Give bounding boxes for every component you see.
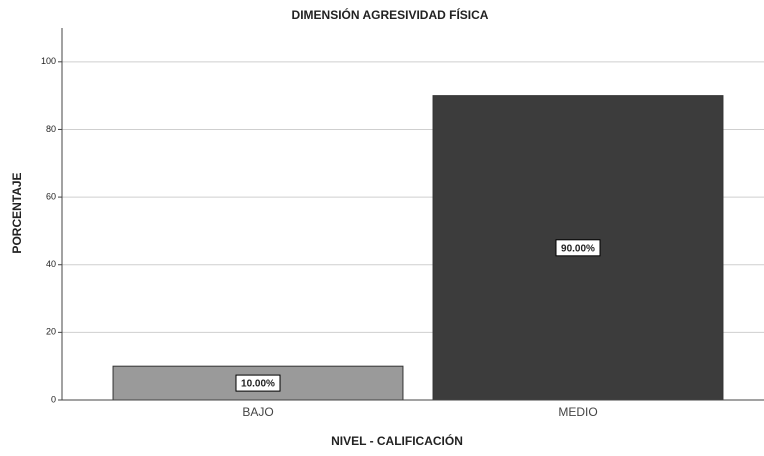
chart-title: DIMENSIÓN AGRESIVIDAD FÍSICA (292, 7, 489, 22)
x-axis-label: NIVEL - CALIFICACIÓN (331, 433, 463, 448)
y-tick-label: 20 (46, 327, 56, 337)
data-label: 90.00% (561, 243, 595, 254)
data-label: 10.00% (241, 379, 275, 390)
data-label-box (555, 239, 601, 257)
y-tick-label: 40 (46, 259, 56, 269)
x-tick-label: BAJO (242, 405, 273, 419)
y-axis-label: PORCENTAJE (10, 172, 24, 253)
y-tick-label: 0 (51, 394, 56, 404)
y-tick-label: 60 (46, 191, 56, 201)
y-tick-label: 80 (46, 124, 56, 134)
x-tick-label: MEDIO (558, 405, 597, 419)
y-tick-label: 100 (41, 56, 56, 66)
data-label-box (235, 374, 281, 392)
